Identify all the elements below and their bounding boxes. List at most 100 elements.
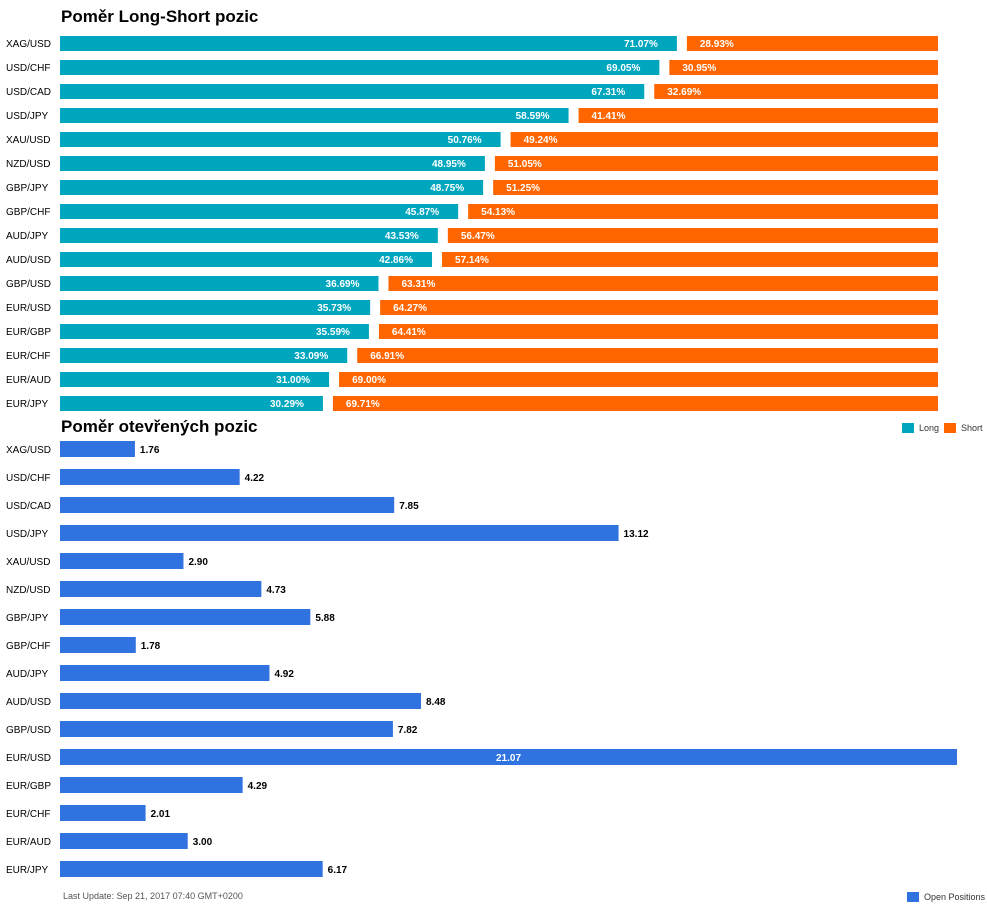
open-positions-value-label: 5.88 xyxy=(315,613,335,624)
legend-long-label: Long xyxy=(919,423,940,433)
open-positions-bar xyxy=(60,749,957,765)
long-value-label: 35.73% xyxy=(317,303,351,314)
open-positions-bar xyxy=(60,609,311,625)
open-positions-bar xyxy=(60,665,270,681)
long-bar xyxy=(60,84,645,99)
short-bar xyxy=(442,252,938,267)
legend-long-swatch xyxy=(902,423,914,433)
open-positions-category-label: GBP/CHF xyxy=(6,641,50,652)
open-positions-value-label: 7.82 xyxy=(398,725,418,736)
short-value-label: 64.27% xyxy=(393,303,427,314)
short-value-label: 69.00% xyxy=(352,375,386,386)
short-bar xyxy=(357,348,938,363)
short-bar xyxy=(388,276,938,291)
short-bar xyxy=(654,84,938,99)
legend-short: Short xyxy=(944,423,983,433)
short-value-label: 63.31% xyxy=(401,279,435,290)
legend-open-label: Open Positions xyxy=(924,892,986,902)
short-value-label: 66.91% xyxy=(370,351,404,362)
short-value-label: 32.69% xyxy=(667,87,701,98)
long-value-label: 58.59% xyxy=(516,111,550,122)
open-positions-category-label: AUD/JPY xyxy=(6,669,49,680)
short-value-label: 56.47% xyxy=(461,231,495,242)
short-bar xyxy=(380,300,938,315)
long-short-category-label: USD/CAD xyxy=(6,87,51,98)
short-value-label: 51.25% xyxy=(506,183,540,194)
long-value-label: 30.29% xyxy=(270,399,304,410)
open-positions-category-label: EUR/USD xyxy=(6,753,51,764)
open-positions-category-label: EUR/GBP xyxy=(6,781,51,792)
long-short-category-label: EUR/USD xyxy=(6,303,51,314)
legend-short-swatch xyxy=(944,423,956,433)
open-positions-bar xyxy=(60,553,184,569)
long-value-label: 67.31% xyxy=(591,87,625,98)
open-positions-category-label: USD/JPY xyxy=(6,529,49,540)
open-positions-bar xyxy=(60,721,393,737)
open-positions-category-label: USD/CHF xyxy=(6,473,50,484)
short-bar xyxy=(493,180,938,195)
long-value-label: 48.95% xyxy=(432,159,466,170)
short-bar xyxy=(447,228,938,243)
open-positions-bar xyxy=(60,861,323,877)
long-short-category-label: USD/CHF xyxy=(6,63,50,74)
short-bar xyxy=(468,204,938,219)
short-bar xyxy=(686,36,938,51)
long-bar xyxy=(60,324,369,339)
legend-short-label: Short xyxy=(961,423,983,433)
long-value-label: 50.76% xyxy=(448,135,482,146)
open-positions-value-label: 2.01 xyxy=(151,809,171,820)
open-positions-chart-title: Poměr otevřených pozic xyxy=(61,417,258,436)
short-bar xyxy=(339,372,939,387)
legend-open-positions: Open Positions xyxy=(907,892,985,902)
open-positions-bar xyxy=(60,833,188,849)
open-positions-category-label: NZD/USD xyxy=(6,585,50,596)
open-positions-value-label: 4.22 xyxy=(245,473,265,484)
long-value-label: 69.05% xyxy=(606,63,640,74)
long-short-category-label: GBP/JPY xyxy=(6,183,49,194)
short-bar xyxy=(578,108,938,123)
short-value-label: 41.41% xyxy=(592,111,626,122)
open-positions-category-label: USD/CAD xyxy=(6,501,51,512)
short-value-label: 54.13% xyxy=(481,207,515,218)
open-positions-bar xyxy=(60,525,619,541)
long-short-category-label: EUR/GBP xyxy=(6,327,51,338)
short-value-label: 51.05% xyxy=(508,159,542,170)
long-short-category-label: AUD/JPY xyxy=(6,231,49,242)
open-positions-bar xyxy=(60,441,135,457)
short-bar xyxy=(378,324,938,339)
open-positions-value-label: 21.07 xyxy=(496,753,521,764)
long-short-category-label: EUR/CHF xyxy=(6,351,50,362)
open-positions-category-label: EUR/CHF xyxy=(6,809,50,820)
legend-long: Long xyxy=(902,423,939,433)
open-positions-bar xyxy=(60,637,136,653)
long-short-category-label: XAU/USD xyxy=(6,135,50,146)
long-value-label: 43.53% xyxy=(385,231,419,242)
short-value-label: 28.93% xyxy=(700,39,734,50)
long-bar xyxy=(60,396,323,411)
open-positions-value-label: 13.12 xyxy=(624,529,649,540)
long-bar xyxy=(60,276,379,291)
short-value-label: 64.41% xyxy=(392,327,426,338)
long-short-category-label: GBP/CHF xyxy=(6,207,50,218)
open-positions-category-label: XAG/USD xyxy=(6,445,51,456)
open-positions-value-label: 1.76 xyxy=(140,445,160,456)
open-positions-bar xyxy=(60,497,395,513)
long-value-label: 36.69% xyxy=(326,279,360,290)
open-positions-value-label: 4.73 xyxy=(266,585,286,596)
open-positions-bar xyxy=(60,469,240,485)
long-value-label: 42.86% xyxy=(379,255,413,266)
open-positions-bar xyxy=(60,777,243,793)
open-positions-category-label: GBP/JPY xyxy=(6,613,49,624)
long-short-category-label: AUD/USD xyxy=(6,255,51,266)
long-bar xyxy=(60,372,330,387)
legend-open-swatch xyxy=(907,892,919,902)
short-bar xyxy=(669,60,938,75)
short-bar xyxy=(332,396,938,411)
long-bar xyxy=(60,132,501,147)
open-positions-value-label: 4.92 xyxy=(274,669,294,680)
open-positions-value-label: 1.78 xyxy=(141,641,161,652)
long-short-category-label: XAG/USD xyxy=(6,39,51,50)
long-value-label: 71.07% xyxy=(624,39,658,50)
long-bar xyxy=(60,156,485,171)
